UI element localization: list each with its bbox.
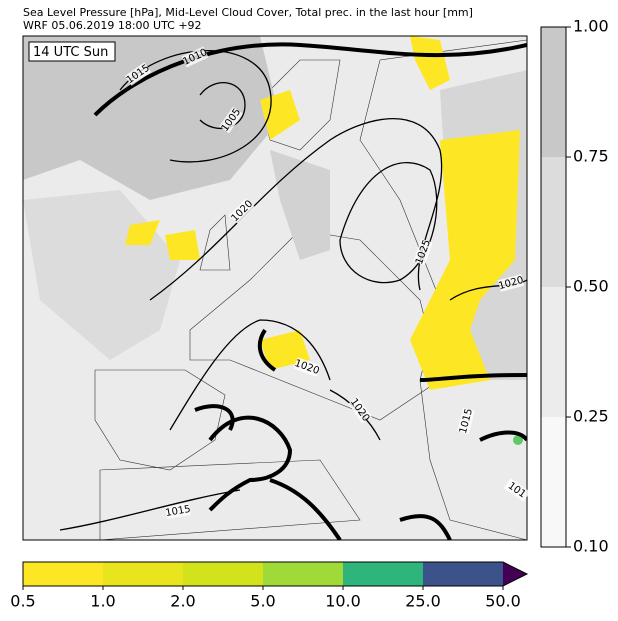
- title: Sea Level Pressure [hPa], Mid-Level Clou…: [23, 6, 473, 19]
- contour-label-bg: [219, 106, 243, 134]
- contour-label: 1015: [165, 504, 192, 519]
- colorbar-segment: [541, 417, 566, 547]
- isobar: [149, 117, 443, 301]
- colorbar-segment: [263, 562, 343, 586]
- isobar: [257, 328, 527, 540]
- precip-area: [513, 435, 523, 445]
- isobar: [169, 319, 331, 431]
- colorbar-segment: [343, 562, 423, 586]
- isobar: [339, 162, 438, 284]
- contour-label-bg: [413, 238, 433, 266]
- colorbar-segment: [23, 562, 103, 586]
- land: [94, 39, 527, 540]
- map: 14 UTC Sun 10151010100510201025102010201…: [22, 35, 531, 541]
- colorbar-segment: [183, 562, 263, 586]
- colorbar-tick-label: 25.0: [405, 592, 441, 611]
- colorbar-tick-label: 0.5: [10, 592, 35, 611]
- contour-label-bg: [503, 478, 531, 502]
- colorbar-segment: [423, 562, 503, 586]
- time-label-box: [28, 41, 116, 62]
- colorbar-tick-label: 0.75: [573, 147, 609, 166]
- contour-label-bg: [181, 46, 209, 68]
- colorbar-tick-label: 50.0: [485, 592, 521, 611]
- contour-label-bg: [165, 503, 191, 519]
- contour-label-bg: [124, 62, 152, 86]
- colorbar-segment: [103, 562, 183, 586]
- isobar: [59, 489, 241, 531]
- isobar: [199, 82, 246, 129]
- isobar: [119, 50, 272, 163]
- colorbar-tick-label: 0.50: [573, 277, 609, 296]
- subtitle: WRF 05.06.2019 18:00 UTC +92: [23, 19, 202, 32]
- colorbar-tick-label: 1.00: [573, 17, 609, 36]
- time-label: 14 UTC Sun: [33, 45, 108, 60]
- colorbar-segment: [541, 27, 566, 157]
- colorbar-tick-label: 0.10: [573, 537, 609, 556]
- colorbar-tick-label: 5.0: [250, 592, 275, 611]
- precip-colorbar: 0.5 1.0 2.0 5.0 10.0 25.0 50.0: [10, 561, 529, 611]
- colorbar-segment: [541, 287, 566, 417]
- cloud-colorbar: 0.10 0.25 0.50 0.75 1.00: [540, 17, 609, 556]
- cloud-area: [270, 150, 330, 260]
- contour-label-bg: [229, 198, 255, 224]
- colorbar-tick-label: 2.0: [170, 592, 195, 611]
- colorbar-extend: [503, 562, 527, 586]
- isobar: [93, 42, 527, 117]
- isobar: [194, 404, 293, 512]
- contour-label-bg: [293, 357, 321, 377]
- colorbar-frame: [22, 561, 529, 587]
- colorbar-tick-label: 10.0: [325, 592, 361, 611]
- contour-label-bg: [457, 407, 475, 435]
- map-frame: [22, 35, 528, 541]
- contour-label-bg: [497, 274, 525, 292]
- colorbar-tick-label: 0.25: [573, 407, 609, 426]
- colorbar-tick-label: 1.0: [90, 592, 115, 611]
- contour-label-bg: [348, 396, 372, 424]
- colorbar-segment: [541, 157, 566, 287]
